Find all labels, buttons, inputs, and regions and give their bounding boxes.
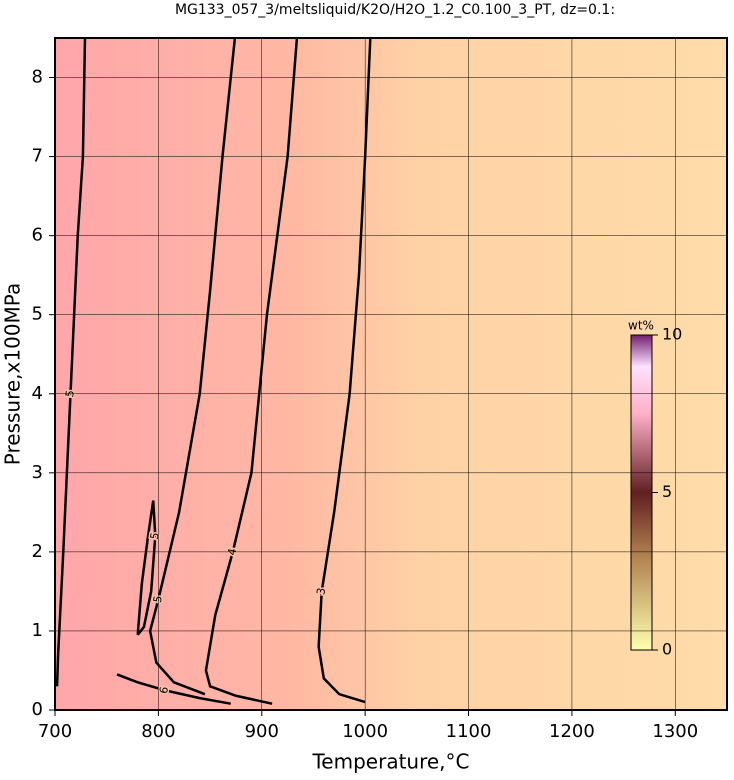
y-axis-label: Pressure,x100MPa (1, 283, 25, 465)
y-tick-label: 8 (32, 67, 43, 88)
x-tick-label: 1200 (549, 721, 595, 742)
x-tick-label: 800 (141, 721, 175, 742)
y-tick-label: 3 (32, 462, 43, 483)
x-axis-label: Temperature,°C (311, 750, 469, 774)
plot-area (55, 38, 727, 710)
plot-frame (54, 37, 728, 711)
colorbar (630, 334, 653, 651)
y-tick-label: 2 (32, 541, 43, 562)
contour-line (148, 37, 237, 696)
x-tick-label: 1300 (652, 721, 698, 742)
y-tick-label: 4 (32, 383, 43, 404)
colorbar-tick-label: 10 (662, 325, 682, 344)
x-tick-label: 1000 (342, 721, 388, 742)
colorbar-tick-label: 5 (662, 482, 672, 501)
x-tick-label: 700 (38, 721, 72, 742)
x-tick-label: 1100 (446, 721, 492, 742)
y-tick-label: 0 (32, 699, 43, 720)
colorbar-tick-label: 0 (662, 640, 672, 659)
x-tick-label: 900 (245, 721, 279, 742)
colorbar-label: wt% (628, 319, 654, 333)
contour-line (116, 673, 231, 705)
chart-title: MG133_057_3/meltsliquid/K2O/H2O_1.2_C0.1… (175, 2, 615, 18)
y-tick-label: 1 (32, 620, 43, 641)
y-tick-label: 5 (32, 304, 43, 325)
y-tick-label: 7 (32, 146, 43, 167)
contour-line (136, 500, 157, 636)
y-tick-label: 6 (32, 225, 43, 246)
